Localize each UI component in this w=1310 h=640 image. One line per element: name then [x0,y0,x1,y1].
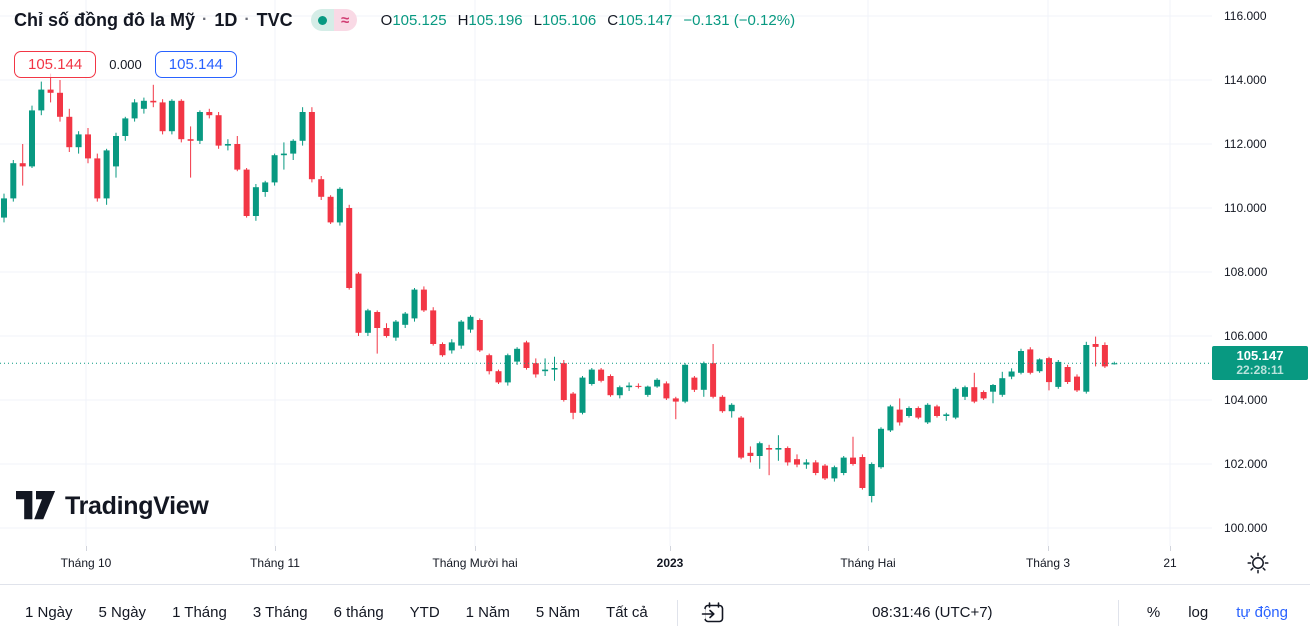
price-axis-label: 100.000 [1224,521,1268,535]
title-separator: · [202,11,208,28]
price-axis-label: 112.000 [1224,137,1267,151]
price-axis-label: 116.000 [1224,9,1267,23]
price-axis-label: 114.000 [1224,73,1267,87]
close-value: C105.147 [607,11,673,29]
price-axis-label: 110.000 [1224,201,1267,215]
time-axis-label: 21 [1163,556,1177,570]
chart-canvas [0,0,1212,546]
logo-text: TradingView [65,492,209,520]
time-axis-label: Tháng Hai [840,556,896,570]
theme-sun-icon[interactable] [1244,549,1272,577]
percent-scale-button[interactable]: % [1146,604,1161,621]
toolbar-divider [1117,599,1119,626]
tradingview-logomark-icon [16,491,56,522]
time-axis-tick [1170,546,1171,551]
market-open-indicator [310,9,334,31]
time-axis-tick [1048,546,1049,551]
time-axis-tick [86,546,87,551]
time-axis-label: Tháng 11 [250,556,300,570]
range-buttons: 1 Ngày 5 Ngày 1 Tháng 3 Tháng 6 tháng YTD 1 Nă… [12,597,661,628]
price-axis-label: 108.000 [1224,265,1268,279]
order-price-box[interactable]: 105.144 [154,51,238,78]
approx-icon: ≈ [341,11,350,29]
time-axis-label: Tháng Mười hai [432,556,518,570]
auto-scale-button[interactable]: tự động [1236,604,1288,621]
delayed-data-indicator: ≈ [333,9,357,31]
price-axis-label: 104.000 [1224,393,1268,407]
go-to-date-button[interactable] [698,597,729,628]
interval-label[interactable]: 1D [214,9,238,30]
title-separator: · [244,11,250,28]
bar-countdown: 22:28:11 [1236,363,1284,378]
time-axis-tick [868,546,869,551]
open-value: O105.125 [380,11,447,29]
scale-mode-buttons: % log tự động [1119,604,1288,621]
range-button-1-ngày[interactable]: 1 Ngày [12,597,86,628]
high-value: H105.196 [457,11,523,29]
price-line-labels: 105.144 0.000 105.144 [14,51,238,78]
status-dot-icon [317,15,327,25]
time-axis-label: Tháng 10 [60,556,112,570]
range-button-tất-cả[interactable]: Tất cả [593,597,661,628]
range-button-6-tháng[interactable]: 6 tháng [321,597,397,628]
range-button-1-năm[interactable]: 1 Năm [453,597,523,628]
symbol-title[interactable]: Chỉ số đồng đô la Mỹ [14,9,195,30]
price-axis-label: 102.000 [1224,457,1268,471]
log-scale-button[interactable]: log [1188,604,1209,621]
price-axis-label: 106.000 [1224,329,1268,343]
low-value: L105.106 [533,11,597,29]
range-button-ytd[interactable]: YTD [397,597,453,628]
time-axis-label: 2023 [656,556,684,570]
ohlc-values-row: O105.125 H105.196 L105.106 C105.147 −0.1… [381,12,795,29]
last-price-badge: 105.147 22:28:11 [1212,346,1308,381]
exchange-label[interactable]: TVC [256,9,293,30]
bottom-toolbar: 1 Ngày 5 Ngày 1 Tháng 3 Tháng 6 tháng YTD 1 Nă… [0,584,1310,640]
time-axis-tick [670,546,671,551]
time-axis-tick [475,546,476,551]
range-button-5-ngày[interactable]: 5 Ngày [86,597,160,628]
price-axis[interactable]: 116.000 114.000 112.000 110.000 108.000 106.0… [1212,0,1310,546]
candlestick-chart[interactable] [0,0,1212,546]
toolbar-divider [676,599,678,626]
price-diff-label: 0.000 [109,57,142,72]
tradingview-logo[interactable]: TradingView [16,491,209,522]
last-price-value: 105.147 [1236,348,1284,364]
alert-price-box[interactable]: 105.144 [14,51,97,78]
market-status-pill[interactable]: ≈ [310,9,357,31]
range-button-1-tháng[interactable]: 1 Tháng [159,597,240,628]
time-axis[interactable]: Tháng 10 Tháng 11 Tháng Mười hai 2023 Tháng … [0,546,1310,584]
toolbar-clock[interactable]: 08:31:46 (UTC+7) [872,604,993,621]
range-button-5-năm[interactable]: 5 Năm [523,597,593,628]
range-button-3-tháng[interactable]: 3 Tháng [240,597,321,628]
time-axis-tick [275,546,276,551]
time-axis-label: Tháng 3 [1025,556,1071,570]
change-value: −0.131 (−0.12%) [683,11,796,29]
chart-legend: Chỉ số đồng đô la Mỹ · 1D · TVC ≈ O105.1… [14,9,795,31]
